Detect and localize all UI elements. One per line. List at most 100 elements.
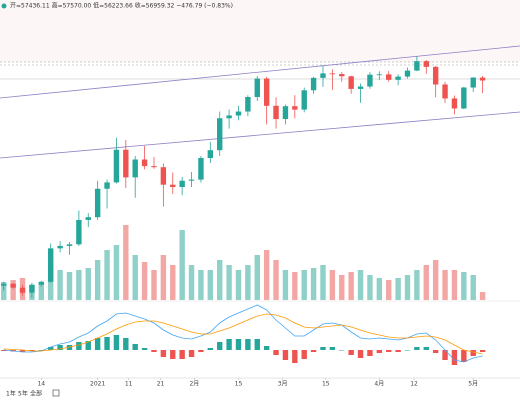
candle-body: [188, 179, 195, 181]
macd-histogram-bar: [19, 350, 26, 352]
volume-bar: [282, 270, 289, 300]
volume-bar: [320, 265, 326, 300]
candle-body: [442, 84, 448, 99]
candle-body: [414, 61, 420, 71]
volume-bar: [395, 278, 401, 300]
ohlc-header: 开=57436.11 高=57570.00 低=56223.66 收=56959…: [10, 2, 233, 10]
macd-histogram-bar: [141, 348, 148, 350]
volume-bar: [442, 270, 448, 300]
range-button[interactable]: 1年: [6, 390, 16, 398]
candle-body: [432, 66, 439, 85]
macd-histogram-bar: [357, 350, 364, 358]
candle-body: [310, 77, 317, 91]
volume-bar: [188, 265, 195, 300]
volume-bar: [451, 270, 458, 300]
macd-histogram-bar: [414, 347, 420, 350]
volume-bar: [245, 265, 251, 300]
candle-body: [245, 96, 251, 112]
volume-bar: [273, 260, 279, 300]
macd-histogram-bar: [329, 347, 336, 350]
macd-histogram-bar: [38, 350, 45, 351]
trend-line: [0, 45, 520, 99]
x-tick-label: 15: [322, 381, 330, 388]
x-tick-label: 14: [37, 381, 45, 388]
candle-body: [19, 287, 26, 293]
macd-histogram-bar: [76, 342, 82, 350]
candle-body: [479, 77, 486, 81]
macd-histogram-bar: [160, 350, 167, 357]
macd-histogram-bar: [94, 338, 101, 350]
volume-bar: [376, 278, 383, 300]
range-button[interactable]: 5年: [18, 390, 28, 398]
volume-bar: [66, 272, 73, 300]
macd-histogram-bar: [198, 350, 204, 352]
candle-body: [85, 217, 91, 220]
macd-histogram-bar: [273, 350, 279, 355]
range-button[interactable]: 全部: [30, 390, 42, 398]
volume-bar: [292, 272, 298, 300]
macd-histogram-bar: [113, 335, 120, 350]
volume-bar: [217, 260, 223, 300]
candle-body: [395, 76, 401, 80]
volume-bar: [432, 260, 439, 300]
candle-body: [113, 149, 120, 183]
volume-bar: [301, 270, 307, 300]
candle-body: [235, 111, 242, 116]
candle-body: [357, 86, 364, 89]
candle-body: [282, 106, 289, 120]
x-tick-label: 21: [157, 381, 165, 388]
trend-line: [0, 111, 520, 159]
candle-body: [386, 74, 392, 80]
candle-body: [10, 283, 16, 288]
candle-body: [254, 78, 260, 97]
candle-body: [470, 77, 476, 88]
x-tick-label: 11: [125, 381, 133, 388]
volume-bar: [198, 270, 204, 300]
volume-bar: [423, 265, 429, 300]
candle-body: [29, 284, 35, 293]
calendar-icon[interactable]: [52, 389, 60, 397]
macd-histogram-bar: [104, 337, 110, 350]
candle-body: [301, 90, 307, 110]
macd-histogram-bar: [470, 350, 476, 356]
volume-bar: [76, 270, 82, 300]
macd-histogram-bar: [404, 350, 411, 351]
candle-body: [207, 150, 214, 158]
candle-body: [461, 87, 467, 109]
macd-histogram-bar: [432, 350, 439, 353]
candle-body: [226, 115, 232, 119]
candle-body: [423, 61, 429, 67]
volume-bar: [132, 255, 138, 300]
candle-body: [263, 78, 270, 106]
x-tick-label: 5月: [468, 381, 478, 388]
volume-bar: [141, 262, 148, 300]
candle-body: [48, 248, 54, 282]
x-tick-label: 2021: [90, 381, 105, 388]
volume-bar: [479, 292, 486, 300]
volume-bar: [94, 260, 101, 300]
candle-body: [376, 74, 383, 76]
candle-body: [104, 182, 110, 189]
macd-histogram-bar: [395, 350, 401, 352]
volume-bar: [254, 255, 260, 300]
candle-body: [292, 106, 298, 110]
macd-histogram-bar: [301, 350, 307, 359]
candle-body: [1, 283, 7, 286]
volume-bar: [367, 275, 373, 300]
candle-body: [170, 184, 176, 188]
volume-bar: [357, 270, 364, 300]
candle-body: [367, 74, 373, 87]
macd-histogram-bar: [123, 338, 129, 350]
candle-body: [57, 245, 63, 249]
macd-dif-line: [3, 304, 483, 363]
macd-histogram-bar: [263, 346, 270, 350]
volume-bar: [10, 280, 16, 300]
volume-bar: [170, 265, 176, 300]
macd-histogram-bar: [235, 339, 242, 350]
macd-histogram-bar: [1, 350, 7, 351]
macd-histogram-bar: [461, 350, 467, 362]
candle-body: [273, 105, 279, 120]
candle-body: [404, 70, 411, 77]
macd-histogram-bar: [386, 350, 392, 352]
